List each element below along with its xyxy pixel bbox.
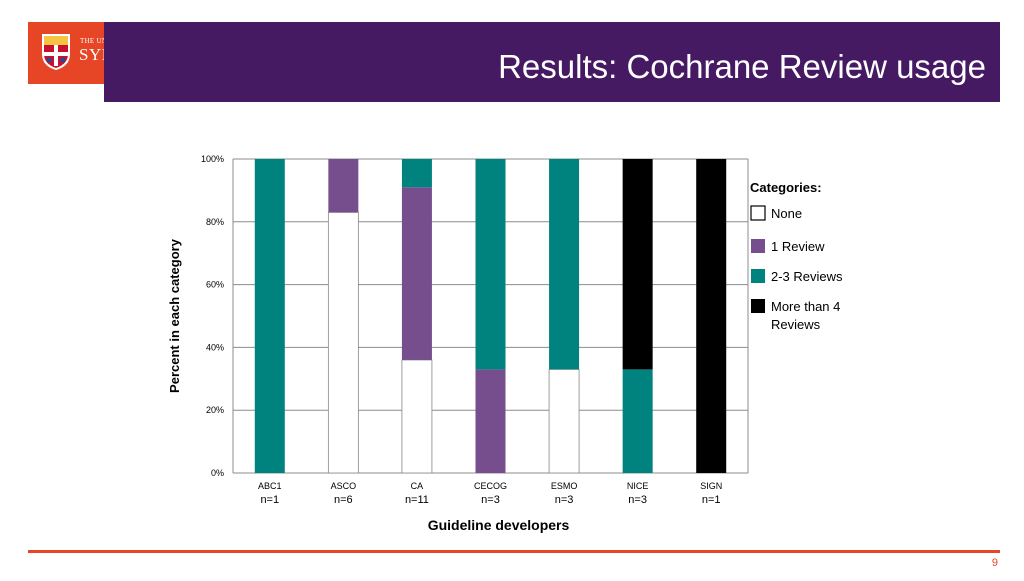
legend-title: Categories: (750, 180, 822, 195)
bar-segment (328, 159, 359, 213)
y-tick-label: 0% (211, 468, 224, 478)
x-count-label: n=1 (260, 494, 279, 506)
y-axis-title: Percent in each category (167, 238, 182, 393)
y-tick-label: 40% (206, 342, 224, 352)
x-tick-label: ASCO (331, 481, 357, 491)
y-tick-label: 60% (206, 280, 224, 290)
bar-segment (622, 369, 653, 473)
x-count-label: n=1 (702, 494, 721, 506)
x-count-label: n=6 (334, 494, 353, 506)
bar-segment (549, 159, 580, 370)
y-tick-label: 20% (206, 405, 224, 415)
x-tick-label: ABC1 (258, 481, 282, 491)
y-tick-label: 100% (201, 154, 224, 164)
bar-segment (254, 159, 285, 473)
x-tick-label: ESMO (551, 481, 578, 491)
bar-segment (696, 159, 727, 473)
legend-swatch (751, 299, 765, 313)
legend-label: More than 4 (771, 299, 840, 314)
x-tick-label: CECOG (474, 481, 507, 491)
page-number: 9 (991, 557, 998, 569)
legend-label: 2-3 Reviews (771, 269, 843, 284)
x-count-label: n=3 (628, 494, 647, 506)
page-title: Results: Cochrane Review usage (498, 48, 986, 85)
bar-segment (475, 369, 506, 473)
legend-swatch (750, 205, 766, 221)
x-tick-label: SIGN (700, 481, 722, 491)
bar-segment (475, 159, 506, 370)
bar-segment (401, 187, 432, 360)
legend-label: None (771, 206, 802, 221)
x-axis-title: Guideline developers (428, 517, 570, 533)
bar-segment (401, 359, 433, 474)
legend-label: Reviews (771, 317, 821, 332)
bar-segment (327, 211, 359, 474)
bar-segment (548, 368, 580, 474)
bar-segment (401, 159, 432, 188)
footer-line (28, 550, 1000, 553)
x-tick-label: CA (411, 481, 424, 491)
crest-icon (42, 34, 70, 70)
x-count-label: n=11 (405, 494, 429, 506)
x-tick-label: NICE (627, 481, 649, 491)
x-count-label: n=3 (481, 494, 500, 506)
legend-label: 1 Review (771, 239, 825, 254)
y-tick-label: 80% (206, 217, 224, 227)
x-count-label: n=3 (555, 494, 574, 506)
bar-segment (622, 159, 653, 370)
legend-swatch (751, 239, 765, 253)
legend-swatch (751, 269, 765, 283)
header-bar: Results: Cochrane Review usage (104, 22, 1000, 102)
